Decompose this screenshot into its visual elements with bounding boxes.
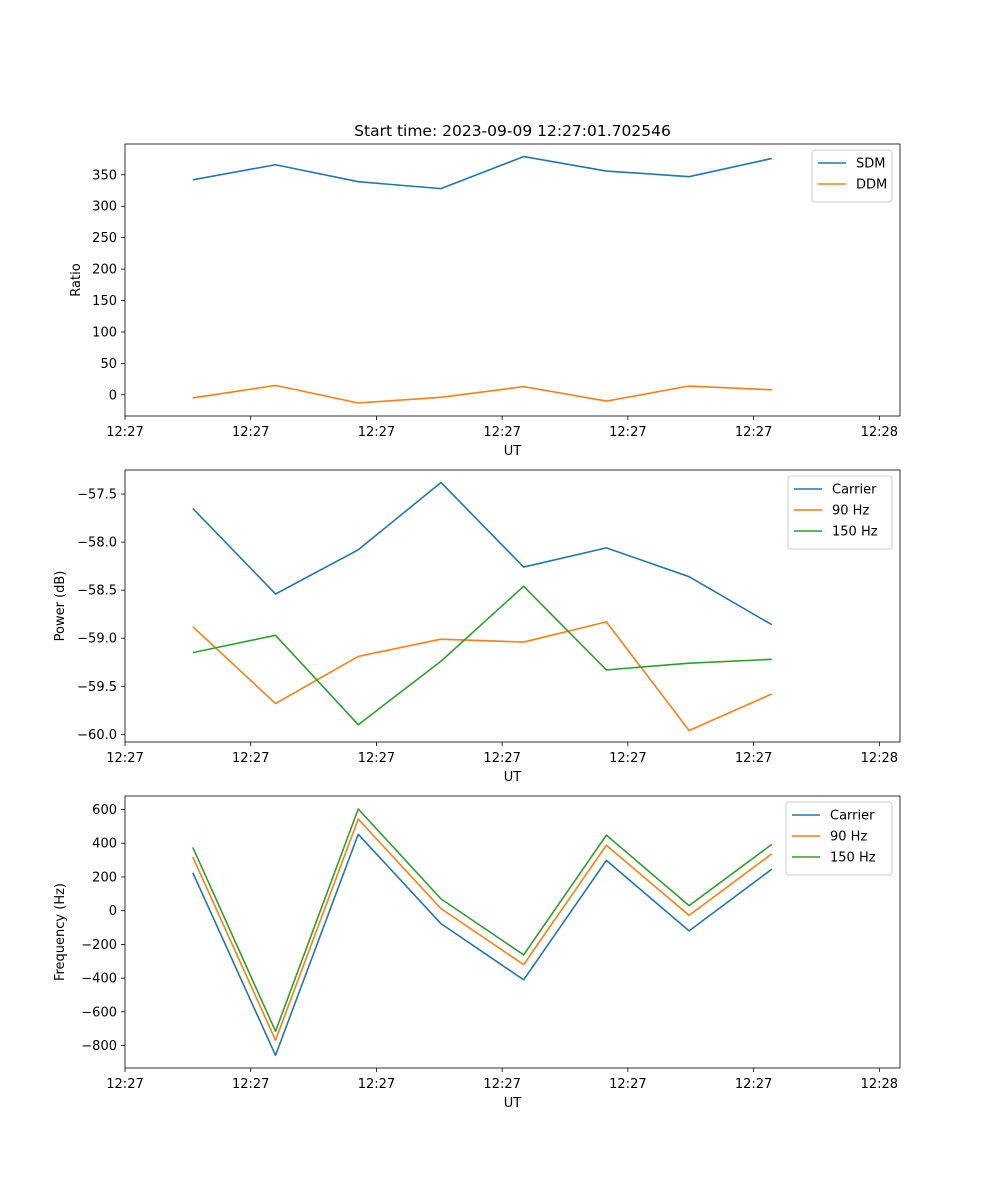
x-tick-label: 12:27 <box>106 751 143 766</box>
legend-label: 150 Hz <box>830 851 876 866</box>
chart-title: Start time: 2023-09-09 12:27:01.702546 <box>354 122 671 140</box>
x-tick-label: 12:27 <box>483 751 520 766</box>
y-tick-label: 200 <box>92 870 117 885</box>
x-tick-label: 12:27 <box>232 751 269 766</box>
legend: SDM DDM <box>811 149 893 203</box>
y-tick-label: −58.5 <box>77 584 117 599</box>
x-tick-label: 12:27 <box>358 1077 395 1092</box>
legend-label: 150 Hz <box>832 525 878 540</box>
series-line-150-hz <box>192 808 773 1033</box>
chart-panel-2: 12:27 12:27 12:27 12:27 12:27 12:27 12:28 −60.0… <box>53 469 901 785</box>
legend: Carrier 90 Hz 150 Hz <box>785 801 893 876</box>
y-axis-label: Ratio <box>69 263 84 296</box>
y-axis-label: Frequency (Hz) <box>53 883 68 981</box>
y-tick-label: −59.0 <box>77 632 117 647</box>
legend-label: Carrier <box>832 483 877 498</box>
y-tick-label: −200 <box>81 938 117 953</box>
x-tick-label: 12:27 <box>106 1077 143 1092</box>
series-line-carrier <box>192 833 773 1057</box>
chart-panel-1: 12:27 12:27 12:27 12:27 12:27 12:27 12:28 0 50 10… <box>69 122 901 459</box>
x-tick-label: 12:27 <box>358 425 395 440</box>
y-tick-label: 600 <box>92 803 117 818</box>
axes-frame <box>124 469 901 743</box>
x-tick-label: 12:27 <box>106 425 143 440</box>
x-axis-label: UT <box>504 1096 522 1111</box>
x-axis-label: UT <box>504 770 522 785</box>
y-tick-label: 100 <box>92 325 117 340</box>
x-tick-label: 12:27 <box>609 425 646 440</box>
x-tick-label: 12:27 <box>609 751 646 766</box>
x-tick-label: 12:27 <box>735 1077 772 1092</box>
legend-label: SDM <box>856 157 885 172</box>
y-tick-label: 250 <box>92 231 117 246</box>
y-tick-label: 50 <box>100 357 117 372</box>
y-tick-label: 150 <box>92 294 117 309</box>
legend-label: DDM <box>856 178 887 193</box>
y-tick-label: −400 <box>81 972 117 987</box>
legend-label: 90 Hz <box>830 830 867 845</box>
x-tick-label: 12:27 <box>609 1077 646 1092</box>
y-tick-label: −800 <box>81 1039 117 1054</box>
legend-label: 90 Hz <box>832 504 869 519</box>
y-tick-label: 0 <box>109 904 117 919</box>
legend: Carrier 90 Hz 150 Hz <box>787 475 893 550</box>
series-line-90-hz <box>192 621 773 732</box>
series-line-ddm <box>192 384 772 404</box>
y-tick-label: −600 <box>81 1005 117 1020</box>
y-tick-label: 300 <box>92 200 117 215</box>
x-tick-label: 12:27 <box>483 425 520 440</box>
series-line-sdm <box>192 155 772 190</box>
y-axis-label: Power (dB) <box>53 571 68 642</box>
x-tick-label: 12:27 <box>735 425 772 440</box>
y-tick-label: 200 <box>92 263 117 278</box>
y-tick-label: −58.0 <box>77 536 117 551</box>
x-axis-label: UT <box>504 444 522 459</box>
x-tick-label: 12:28 <box>861 425 898 440</box>
x-tick-label: 12:27 <box>735 751 772 766</box>
series-line-150-hz <box>192 585 772 726</box>
axes-frame <box>124 795 901 1069</box>
y-tick-label: −59.5 <box>77 680 117 695</box>
y-tick-label: 0 <box>109 388 117 403</box>
x-tick-label: 12:27 <box>358 751 395 766</box>
y-tick-label: −60.0 <box>77 728 117 743</box>
legend-label: Carrier <box>830 809 875 824</box>
y-tick-label: 350 <box>92 168 117 183</box>
y-tick-label: −57.5 <box>77 488 117 503</box>
axes-frame <box>124 143 901 417</box>
chart-panel-3: 12:27 12:27 12:27 12:27 12:27 12:27 12:28 −800 −… <box>53 795 901 1111</box>
series-line-carrier <box>192 481 773 626</box>
x-tick-label: 12:27 <box>483 1077 520 1092</box>
x-tick-label: 12:27 <box>232 425 269 440</box>
y-tick-label: 400 <box>92 837 117 852</box>
x-tick-label: 12:28 <box>861 1077 898 1092</box>
x-tick-label: 12:28 <box>861 751 898 766</box>
x-tick-label: 12:27 <box>232 1077 269 1092</box>
series-line-90-hz <box>192 818 773 1041</box>
